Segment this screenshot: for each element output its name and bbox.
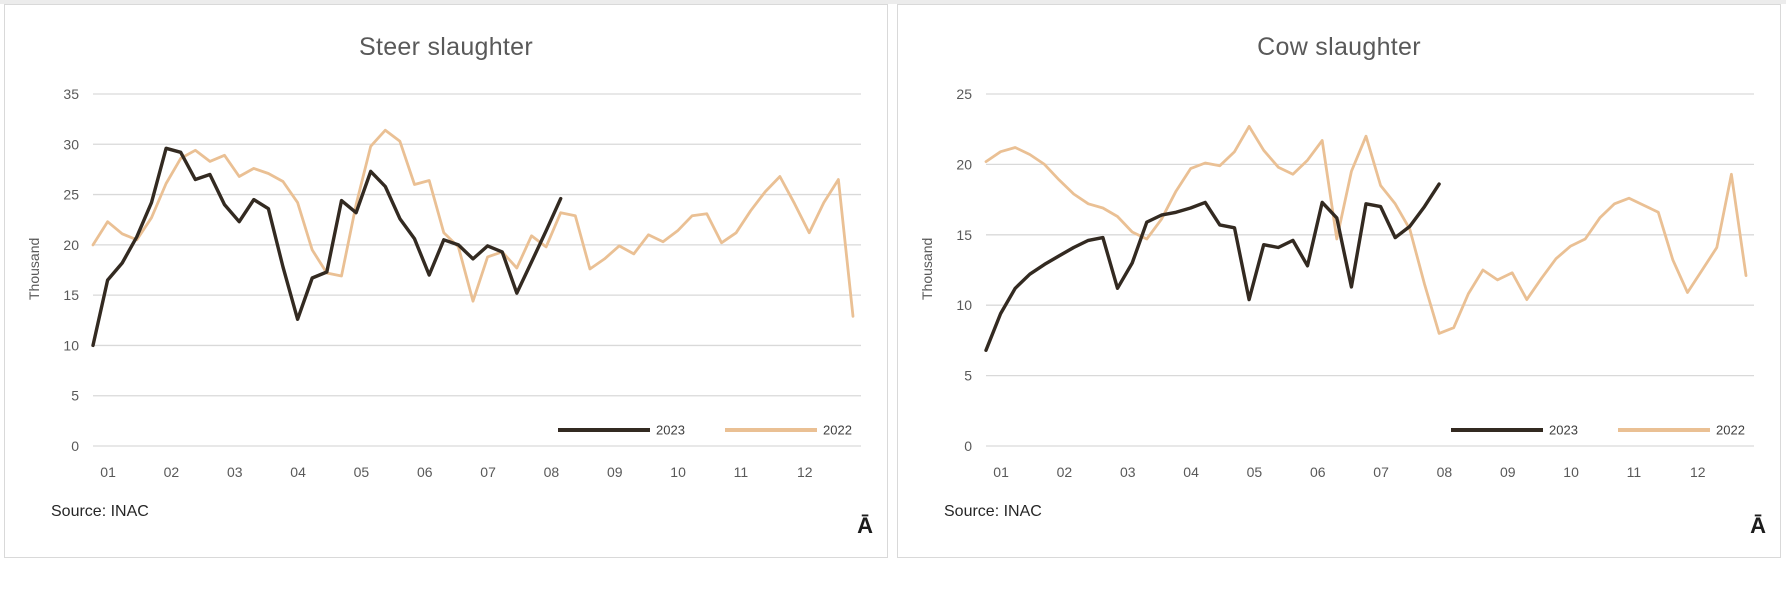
- series-line-2023: [984, 182, 1441, 352]
- y-axis-title: Thousand: [919, 238, 935, 300]
- y-axis-tick-label: 30: [63, 136, 79, 152]
- series-line-2022: [984, 125, 1748, 335]
- x-axis-tick-label: 12: [1690, 464, 1706, 480]
- footnote-glyph: Ā: [1750, 513, 1766, 538]
- y-axis-tick-label: 35: [63, 86, 79, 102]
- page-title: Steer slaughter: [358, 33, 534, 61]
- page-title: Cow slaughter: [1257, 33, 1421, 61]
- y-axis-tick-label: 15: [956, 227, 972, 243]
- x-axis-tick-label: 02: [1057, 464, 1073, 480]
- y-axis-tick-label: 25: [63, 187, 79, 203]
- x-axis-tick-label: 01: [100, 464, 116, 480]
- y-axis-tick-label: 0: [964, 438, 972, 454]
- x-axis-tick-label: 08: [1437, 464, 1453, 480]
- y-axis-tick-label: 10: [956, 297, 972, 313]
- x-axis-tick-label: 02: [164, 464, 180, 480]
- x-axis-tick-label: 08: [544, 464, 560, 480]
- charts-row: Steer slaughter 35 30 25 20 15 10 5 0 Thousand 01…: [4, 4, 1781, 558]
- y-axis-tick-label: 5: [964, 368, 972, 384]
- steer-slaughter-chart: 35 30 25 20 15 10 5 0 Thousand 01 02 03 04 05 06 07 08 09…: [26, 86, 861, 480]
- x-axis-tick-label: 07: [1373, 464, 1389, 480]
- legend-label-2022: 2022: [1716, 423, 1745, 438]
- x-axis-tick-label: 05: [1247, 464, 1263, 480]
- source-note: Source: INAC: [51, 503, 149, 520]
- y-axis-tick-label: 10: [63, 337, 79, 353]
- x-axis-tick-label: 01: [993, 464, 1009, 480]
- series-line-2023: [91, 146, 563, 348]
- x-axis-tick-label: 11: [1627, 464, 1642, 480]
- legend-label-2023: 2023: [1549, 423, 1578, 438]
- cow-slaughter-panel: Cow slaughter 25 20 15 10 5 0 Thousand 01 02 03 04…: [897, 4, 1781, 558]
- y-axis-tick-label: 20: [63, 237, 79, 253]
- steer-slaughter-panel: Steer slaughter 35 30 25 20 15 10 5 0 Thousand 01…: [4, 4, 888, 558]
- y-axis-tick-label: 20: [956, 156, 972, 172]
- x-axis-tick-label: 10: [670, 464, 686, 480]
- x-axis-tick-label: 12: [797, 464, 813, 480]
- series-line-2022: [91, 128, 855, 318]
- window-top-edge: [0, 0, 1786, 4]
- y-axis-tick-label: 15: [63, 287, 79, 303]
- legend-label-2023: 2023: [656, 423, 685, 438]
- y-axis-tick-label: 0: [71, 438, 79, 454]
- x-axis-tick-label: 09: [607, 464, 623, 480]
- y-axis-title: Thousand: [26, 238, 42, 300]
- y-axis-tick-label: 25: [956, 86, 972, 102]
- x-axis-tick-label: 10: [1563, 464, 1579, 480]
- x-axis-tick-label: 04: [290, 464, 306, 480]
- x-axis-tick-label: 06: [417, 464, 433, 480]
- x-axis-tick-label: 03: [227, 464, 243, 480]
- source-note: Source: INAC: [944, 503, 1042, 520]
- x-axis-tick-label: 07: [480, 464, 496, 480]
- x-axis-tick-label: 06: [1310, 464, 1326, 480]
- footnote-glyph: Ā: [857, 513, 873, 538]
- y-axis-tick-label: 5: [71, 388, 79, 404]
- x-axis-tick-label: 09: [1500, 464, 1516, 480]
- x-axis-tick-label: 11: [734, 464, 749, 480]
- x-axis-tick-label: 05: [354, 464, 370, 480]
- x-axis-tick-label: 03: [1120, 464, 1136, 480]
- cow-slaughter-chart: 25 20 15 10 5 0 Thousand 01 02 03 04 05 06 07 08 09 10 11…: [919, 86, 1754, 480]
- x-axis-tick-label: 04: [1183, 464, 1199, 480]
- legend-label-2022: 2022: [823, 423, 852, 438]
